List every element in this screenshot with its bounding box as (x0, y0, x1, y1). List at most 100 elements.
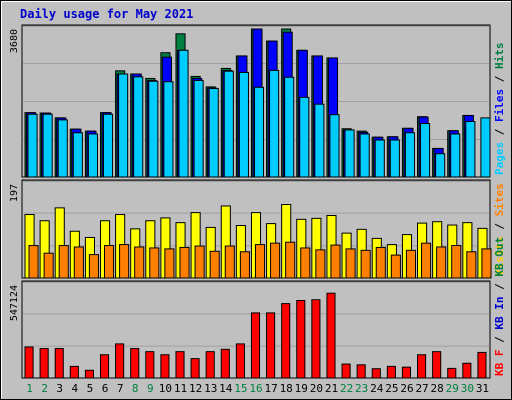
bar (205, 351, 215, 379)
x-tick-label: 16 (249, 382, 262, 395)
x-tick-label: 19 (295, 382, 308, 395)
bar (477, 351, 487, 379)
bars (24, 28, 492, 379)
y-max-label: 3680 (9, 29, 20, 53)
side-label-segment: / (493, 122, 506, 142)
bar (43, 252, 54, 279)
bar (299, 96, 310, 178)
x-tick-label: 25 (385, 382, 398, 395)
side-label-segment: / (493, 330, 506, 350)
bar (481, 248, 492, 279)
bar (436, 246, 447, 279)
bar (239, 251, 250, 279)
y-max-label: 197 (9, 184, 20, 202)
side-label-segment: Files (493, 89, 506, 122)
bar (39, 348, 49, 379)
bar (432, 351, 442, 379)
x-tick-label: 23 (355, 382, 368, 395)
bar (223, 70, 234, 178)
x-tick-label: 20 (310, 382, 323, 395)
side-label-segment: / (493, 277, 506, 297)
side-label-segment: Sites (493, 183, 506, 216)
bar (238, 71, 249, 178)
bar (118, 73, 129, 178)
side-label-segment: KB In (493, 297, 506, 330)
bar (58, 245, 69, 279)
bar (447, 367, 457, 379)
bar (224, 245, 235, 279)
chart-title: Daily usage for May 2021 (20, 7, 193, 21)
x-tick-label: 30 (461, 382, 474, 395)
bar (103, 245, 115, 279)
bar (420, 123, 431, 178)
bar (194, 245, 205, 279)
bar (386, 365, 396, 379)
side-label: Visits / Sites (493, 183, 506, 276)
bar (314, 103, 325, 178)
bar (266, 312, 276, 379)
side-label-segment: Hits (493, 43, 506, 70)
bar (119, 244, 130, 279)
bar (435, 153, 446, 178)
bar (284, 76, 295, 178)
bar (344, 129, 355, 178)
x-tick-label: 26 (400, 382, 413, 395)
bar (330, 244, 341, 279)
bar (360, 249, 371, 279)
side-label: KB F / KB In / KB Out (493, 237, 506, 376)
bar (72, 132, 83, 178)
bar (270, 242, 281, 279)
x-tick-label: 7 (117, 382, 124, 395)
side-label-segment: KB F (493, 350, 506, 377)
bar (405, 249, 417, 279)
bar (88, 254, 99, 279)
y-labels: 3680 197 547124 (9, 29, 20, 321)
bar (57, 119, 68, 178)
bar (326, 292, 336, 379)
bar (99, 354, 110, 379)
bar (311, 299, 321, 379)
bar (102, 113, 114, 178)
bar (296, 300, 306, 379)
x-tick-label: 8 (132, 382, 139, 395)
bar (465, 121, 476, 178)
bar (134, 246, 145, 279)
x-tick-label: 18 (280, 382, 293, 395)
bar (269, 69, 280, 178)
bar (175, 351, 185, 379)
bar (359, 133, 370, 178)
x-tick-label: 3 (56, 382, 63, 395)
bar (450, 133, 461, 178)
bar (417, 354, 427, 379)
x-tick-label: 9 (147, 382, 154, 395)
x-tick-label: 1 (26, 382, 33, 395)
bar (466, 251, 477, 279)
bar (285, 241, 296, 279)
side-label-segment: KB Out (493, 237, 506, 277)
bar (390, 254, 401, 279)
x-tick-label: 15 (234, 382, 247, 395)
bar (401, 366, 412, 379)
x-tick-label: 31 (476, 382, 489, 395)
side-label-segment: / (493, 69, 506, 89)
bar (451, 245, 462, 279)
bar (209, 250, 220, 279)
x-tick-label: 21 (325, 382, 338, 395)
bar (250, 312, 261, 379)
bar (190, 358, 200, 379)
bar (235, 343, 245, 379)
bar (54, 348, 64, 379)
y-max-label: 547124 (9, 285, 20, 321)
x-tick-label: 11 (174, 382, 187, 395)
bar (281, 303, 291, 379)
bar (329, 114, 340, 178)
x-tick-label: 14 (219, 382, 233, 395)
bar (421, 242, 432, 279)
x-tick-label: 12 (189, 382, 202, 395)
bar (160, 354, 170, 379)
bar (163, 81, 174, 178)
x-tick-label: 24 (370, 382, 384, 395)
bar (341, 363, 351, 379)
